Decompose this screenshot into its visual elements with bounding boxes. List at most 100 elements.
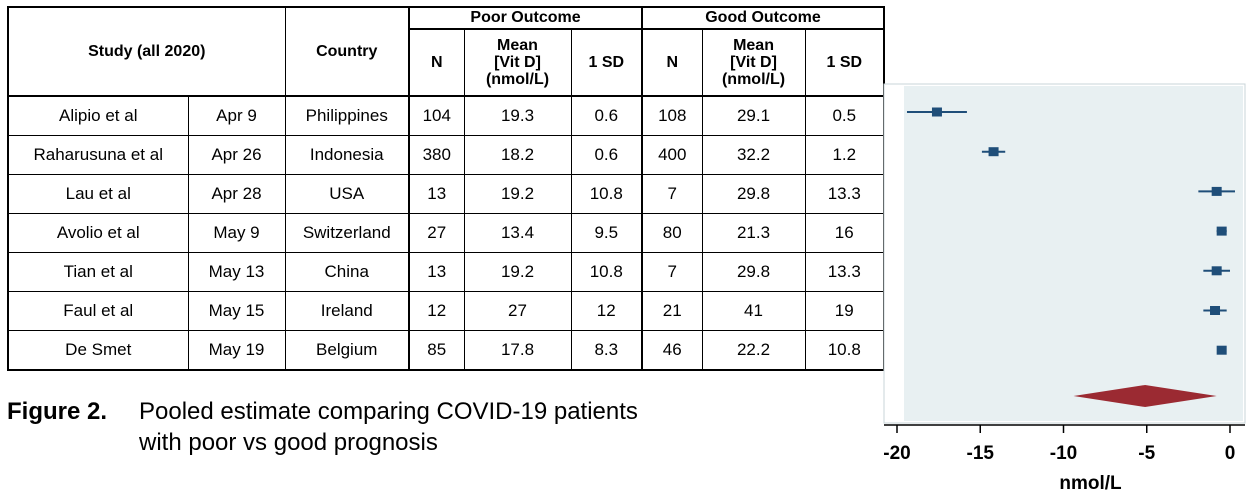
caption-line2: with poor vs good prognosis	[139, 429, 438, 456]
cell-poor-n: 27	[408, 213, 465, 253]
cell-study-date: Apr 28	[187, 174, 286, 214]
study-marker	[988, 147, 999, 157]
cell-poor-sd: 9.5	[570, 213, 643, 253]
table-row: Avolio et al May 9 Switzerland 27 13.4 9.5 80 2…	[7, 213, 885, 253]
cell-study-name: Faul et al	[7, 291, 189, 331]
cell-study-date: May 9	[187, 213, 286, 253]
header-mean-line1: Mean	[733, 37, 774, 54]
cell-poor-n: 85	[408, 330, 465, 371]
x-tick-label: 0	[1225, 443, 1236, 464]
caption-label: Figure 2.	[7, 398, 108, 425]
plot-panel	[904, 86, 1243, 421]
cell-good-n: 7	[641, 174, 703, 214]
x-axis-title: nmol/L	[1059, 473, 1122, 494]
header-good-n: N	[641, 28, 703, 97]
cell-good-sd: 13.3	[804, 174, 885, 214]
cell-good-sd: 0.5	[804, 95, 885, 136]
cell-study-name: Alipio et al	[7, 95, 189, 136]
cell-poor-n: 380	[408, 135, 465, 175]
cell-poor-mean: 19.2	[463, 252, 572, 292]
cell-poor-sd: 10.8	[570, 252, 643, 292]
table-row: De Smet May 19 Belgium 85 17.8 8.3 46 22.2 10.8	[7, 330, 885, 371]
table-row: Raharusuna et al Apr 26 Indonesia 380 18.2 0.…	[7, 135, 885, 175]
study-table: Study (all 2020) Country Poor Outcome Go…	[7, 6, 886, 371]
cell-country: Indonesia	[284, 135, 410, 175]
cell-country: USA	[284, 174, 410, 214]
header-good-outcome: Good Outcome	[641, 6, 885, 30]
cell-poor-n: 13	[408, 252, 465, 292]
study-marker	[1211, 266, 1222, 276]
cell-poor-sd: 0.6	[570, 135, 643, 175]
study-marker	[931, 107, 942, 117]
header-poor-outcome: Poor Outcome	[407, 6, 643, 30]
cell-poor-mean: 27	[463, 291, 572, 331]
header-study: Study (all 2020)	[7, 6, 286, 97]
table-row: Alipio et al Apr 9 Philippines 104 19.3 0.6 10…	[7, 95, 885, 136]
header-mean-line3: (nmol/L)	[485, 71, 550, 88]
cell-study-name: Avolio et al	[7, 213, 189, 253]
header-poor-mean: Mean [Vit D] (nmol/L)	[463, 28, 572, 97]
cell-study-name: Lau et al	[7, 174, 189, 214]
cell-country: Switzerland	[284, 213, 410, 253]
table-row: Faul et al May 15 Ireland 12 27 12 21 41 19	[7, 291, 885, 331]
cell-poor-n: 104	[408, 95, 465, 136]
study-marker	[1210, 306, 1221, 315]
cell-study-name: De Smet	[7, 330, 189, 371]
study-marker	[1216, 226, 1227, 236]
cell-study-date: May 15	[187, 291, 286, 331]
table-row: Lau et al Apr 28 USA 13 19.2 10.8 7 29.8 13.3	[7, 174, 885, 214]
cell-good-mean: 21.3	[701, 213, 806, 253]
cell-study-date: Apr 9	[187, 95, 286, 136]
header-good-mean: Mean [Vit D] (nmol/L)	[701, 28, 806, 97]
cell-study-date: Apr 26	[187, 135, 286, 175]
caption-line1: Pooled estimate comparing COVID-19 patie…	[139, 398, 638, 425]
header-mean-line2: [Vit D]	[730, 54, 777, 71]
cell-good-mean: 29.1	[701, 95, 806, 136]
cell-poor-mean: 19.2	[463, 174, 572, 214]
cell-poor-sd: 10.8	[570, 174, 643, 214]
study-marker	[1216, 345, 1227, 355]
header-mean-line2: [Vit D]	[494, 54, 541, 71]
study-marker	[1211, 186, 1222, 196]
header-mean-line1: Mean	[497, 37, 538, 54]
x-tick-label: -10	[1050, 443, 1077, 464]
cell-poor-mean: 19.3	[463, 95, 572, 136]
x-tick-label: -20	[883, 443, 910, 464]
header-good-sd: 1 SD	[804, 28, 885, 97]
cell-good-n: 21	[641, 291, 703, 331]
cell-good-n: 400	[641, 135, 703, 175]
cell-country: Belgium	[284, 330, 410, 371]
cell-poor-sd: 8.3	[570, 330, 643, 371]
header-poor-n: N	[408, 28, 465, 97]
cell-good-mean: 22.2	[701, 330, 806, 371]
cell-good-sd: 10.8	[804, 330, 885, 371]
cell-good-n: 108	[641, 95, 703, 136]
cell-poor-mean: 13.4	[463, 213, 572, 253]
cell-country: Philippines	[284, 95, 410, 136]
header-mean-line3: (nmol/L)	[721, 71, 786, 88]
cell-study-name: Tian et al	[7, 252, 189, 292]
table-row: Tian et al May 13 China 13 19.2 10.8 7 29.8 13.3	[7, 252, 885, 292]
cell-good-mean: 41	[701, 291, 806, 331]
cell-good-mean: 29.8	[701, 252, 806, 292]
cell-poor-sd: 12	[570, 291, 643, 331]
cell-good-n: 7	[641, 252, 703, 292]
header-country: Country	[284, 6, 410, 97]
cell-country: China	[284, 252, 410, 292]
cell-poor-sd: 0.6	[570, 95, 643, 136]
header-poor-sd: 1 SD	[570, 28, 643, 97]
cell-study-date: May 19	[187, 330, 286, 371]
pooled-diamond	[1073, 385, 1217, 407]
cell-poor-n: 13	[408, 174, 465, 214]
cell-poor-mean: 18.2	[463, 135, 572, 175]
cell-study-date: May 13	[187, 252, 286, 292]
cell-good-mean: 29.8	[701, 174, 806, 214]
forest-plot: -20 -15 -10 -5 0 nmol/L	[883, 83, 1246, 494]
cell-good-n: 80	[641, 213, 703, 253]
cell-good-sd: 19	[804, 291, 885, 331]
x-tick-label: -15	[967, 443, 995, 464]
cell-poor-n: 12	[408, 291, 465, 331]
cell-good-n: 46	[641, 330, 703, 371]
figure-caption: Figure 2. Pooled estimate comparing COVID…	[7, 396, 699, 458]
x-tick-label: -5	[1138, 443, 1155, 464]
